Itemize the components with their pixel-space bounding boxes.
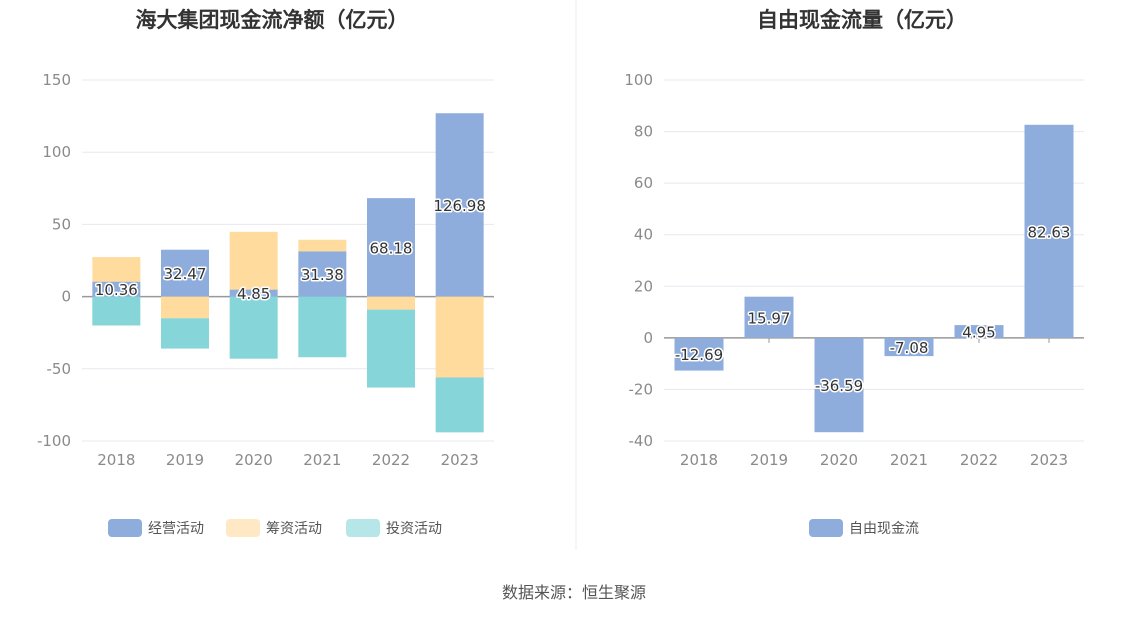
y-tick-label: 20 <box>634 277 653 295</box>
cashflow-legend: 经营活动 筹资活动 投资活动 <box>108 519 442 537</box>
x-tick-label: 2020 <box>235 451 273 469</box>
x-tick-label: 2022 <box>960 451 998 469</box>
cashflow-grid: 150 100 50 0 -50 -100 2018 2019 2020 2021 2022 2023 <box>37 71 494 469</box>
y-tick-label: 0 <box>61 288 71 306</box>
data-label: 4.95 <box>962 323 995 341</box>
y-tick-label: 60 <box>634 174 653 192</box>
bar-投资活动-2021 <box>298 296 347 358</box>
legend-swatch <box>809 519 843 537</box>
bar-投资活动-2023 <box>435 377 484 433</box>
cashflow-chart-title: 海大集团现金流净额（亿元） <box>136 8 409 32</box>
bar-投资活动-2018 <box>92 296 141 326</box>
y-tick-label: 40 <box>634 226 653 244</box>
y-tick-label: 80 <box>634 123 653 141</box>
fcf-data-labels: -12.69 15.97 -36.59 -7.08 4.95 82.63 <box>673 222 1072 397</box>
bar-筹资活动-2018 <box>92 257 141 282</box>
data-label: 68.18 <box>370 239 413 257</box>
legend-label: 筹资活动 <box>266 520 322 537</box>
fcf-chart-title: 自由现金流量（亿元） <box>757 8 967 32</box>
legend-swatch <box>346 519 380 537</box>
y-tick-label: 50 <box>52 215 71 233</box>
cashflow-bars <box>92 113 484 433</box>
y-tick-label: 0 <box>643 329 653 347</box>
bar-fcf-2018 <box>674 337 724 371</box>
bar-筹资活动-2022 <box>367 296 415 310</box>
data-source-note: 数据来源：恒生聚源 <box>502 583 646 602</box>
y-tick-label: 100 <box>624 71 653 89</box>
x-tick-label: 2021 <box>890 451 928 469</box>
bar-经营活动-2019 <box>161 249 209 297</box>
x-tick-label: 2020 <box>820 451 858 469</box>
legend-label: 自由现金流 <box>849 521 919 537</box>
bar-筹资活动-2021 <box>298 239 347 252</box>
bar-筹资活动-2019 <box>161 296 209 319</box>
data-label: 10.36 <box>95 281 138 299</box>
y-tick-label: -20 <box>629 380 654 398</box>
data-label: 32.47 <box>164 265 207 283</box>
cashflow-data-labels: 10.36 32.47 4.85 31.38 68.18 126.98 <box>93 195 487 304</box>
data-label: -36.59 <box>815 377 863 395</box>
bar-经营活动-2018 <box>92 281 141 297</box>
y-tick-label: 100 <box>42 143 71 161</box>
data-label: 31.38 <box>301 266 344 284</box>
x-tick-label: 2023 <box>441 451 479 469</box>
fcf-bars <box>674 124 1074 433</box>
y-tick-label: -50 <box>47 360 72 378</box>
x-tick-label: 2018 <box>680 451 718 469</box>
bar-经营活动-2020 <box>229 289 278 297</box>
bar-筹资活动-2020 <box>229 231 278 290</box>
y-tick-label: -40 <box>629 432 654 450</box>
data-label: -7.08 <box>890 339 929 357</box>
bar-fcf-2023 <box>1024 124 1074 338</box>
x-tick-label: 2022 <box>372 451 410 469</box>
x-tick-label: 2021 <box>303 451 341 469</box>
bar-经营活动-2023 <box>435 113 484 297</box>
cashflow-net-chart: 海大集团现金流净额（亿元） 150 100 50 0 -50 -100 2018 2019 20… <box>37 8 494 537</box>
legend-swatch <box>226 519 260 537</box>
fcf-legend: 自由现金流 <box>809 519 919 537</box>
bar-投资活动-2022 <box>367 309 415 388</box>
x-tick-label: 2019 <box>750 451 788 469</box>
bar-投资活动-2019 <box>161 318 209 349</box>
fcf-grid: 100 80 60 40 20 0 -20 -40 2018 2019 2020 2021 2022 20… <box>624 71 1084 469</box>
y-tick-label: -100 <box>37 432 71 450</box>
x-tick-label: 2018 <box>97 451 135 469</box>
bar-投资活动-2020 <box>229 296 278 359</box>
bar-fcf-2022 <box>954 325 1004 338</box>
bar-fcf-2020 <box>814 337 864 433</box>
bar-fcf-2021 <box>884 337 934 357</box>
data-label: 126.98 <box>433 197 486 215</box>
bar-fcf-2019 <box>744 296 794 338</box>
x-tick-label: 2023 <box>1030 451 1068 469</box>
free-cashflow-chart: 自由现金流量（亿元） 100 80 60 40 20 0 -20 -40 2018 2019 202… <box>624 8 1084 537</box>
bar-经营活动-2021 <box>298 251 347 297</box>
data-label: 82.63 <box>1028 223 1071 241</box>
bar-筹资活动-2023 <box>435 296 484 378</box>
legend-label: 经营活动 <box>148 521 204 537</box>
data-label: 4.85 <box>237 285 270 303</box>
legend-swatch <box>108 519 142 537</box>
legend-label: 投资活动 <box>386 521 442 537</box>
y-tick-label: 150 <box>42 71 71 89</box>
data-label: -12.69 <box>675 346 723 364</box>
data-label: 15.97 <box>748 309 791 327</box>
x-tick-label: 2019 <box>166 451 204 469</box>
bar-经营活动-2022 <box>367 198 415 297</box>
